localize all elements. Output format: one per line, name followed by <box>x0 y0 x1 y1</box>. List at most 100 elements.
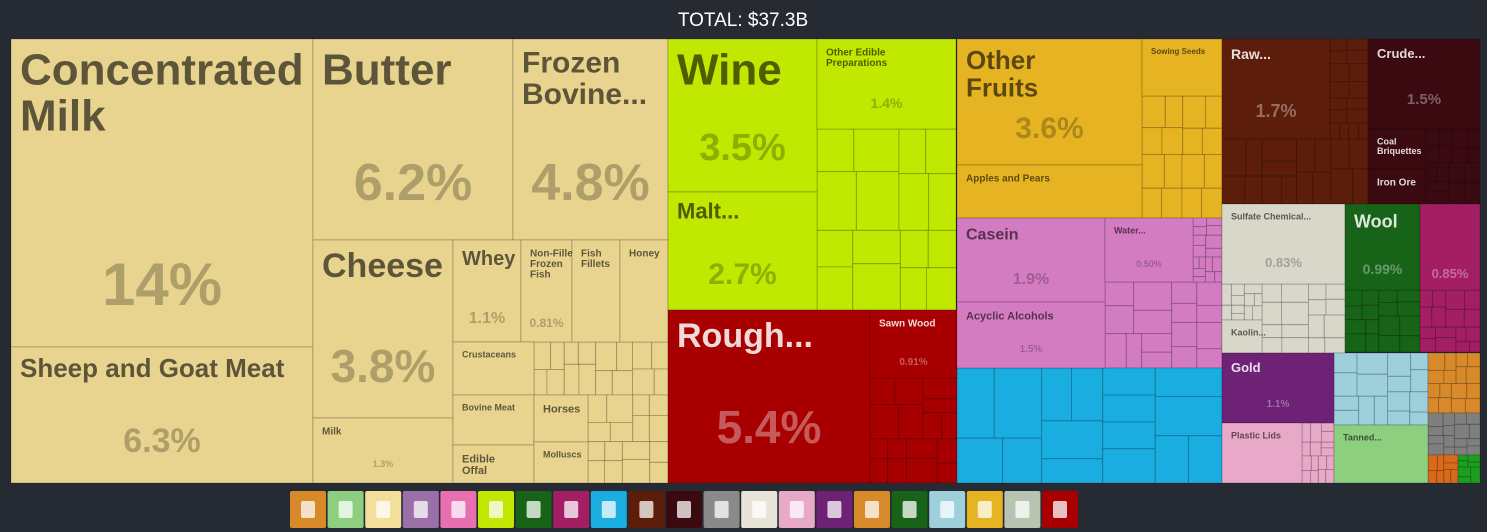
minor-tile <box>899 267 928 311</box>
tile-value-label: 0.91% <box>899 357 927 368</box>
minor-tile <box>1196 304 1223 323</box>
minor-tile <box>1431 306 1447 328</box>
tile-value-label: 6.2% <box>354 154 473 212</box>
minor-tile <box>1466 438 1481 447</box>
tile-value-label: 1.5% <box>1020 344 1043 355</box>
minor-tile <box>1231 313 1245 321</box>
minor-tile <box>1281 175 1297 205</box>
minor-tile <box>1309 470 1319 484</box>
minor-tile <box>1201 187 1223 219</box>
minor-tile <box>1261 175 1283 205</box>
minor-tile <box>1301 441 1311 457</box>
minor-tile <box>1154 435 1190 484</box>
minor-tile <box>1451 128 1470 149</box>
minor-tile <box>1467 461 1481 468</box>
minor-tile <box>1409 391 1429 413</box>
tile <box>619 239 669 343</box>
minor-tile <box>611 370 634 396</box>
tile-label: Honey <box>629 249 660 260</box>
minor-tile <box>1455 341 1471 353</box>
minor-tile <box>1419 289 1434 308</box>
minor-tile <box>1329 38 1348 52</box>
minor-tile <box>1455 352 1469 368</box>
minor-tile <box>1445 308 1465 328</box>
tile <box>1221 319 1263 354</box>
tile-label: Sawn Wood <box>879 319 935 330</box>
minor-tile <box>1444 352 1457 371</box>
minor-tile <box>1427 369 1445 385</box>
category-icon-glyph <box>601 501 616 518</box>
minor-tile <box>1281 301 1309 326</box>
minor-tile <box>1231 304 1245 315</box>
tile <box>571 239 621 343</box>
minor-tile <box>1192 234 1207 246</box>
minor-tile <box>1396 301 1421 317</box>
minor-tile <box>578 363 597 396</box>
minor-tile <box>606 394 634 424</box>
tile <box>956 301 1106 369</box>
minor-tile <box>1438 397 1452 414</box>
tile <box>312 417 454 484</box>
category-icon-glyph <box>977 501 992 518</box>
minor-tile <box>587 394 608 424</box>
minor-tile <box>894 377 924 406</box>
minor-tile <box>1443 369 1457 385</box>
minor-tile <box>1365 333 1380 353</box>
tile <box>1367 128 1427 170</box>
minor-tile <box>1443 462 1459 471</box>
category-icon-glyph <box>564 501 579 518</box>
minor-tile <box>1434 337 1457 353</box>
minor-tile <box>1427 454 1438 472</box>
minor-tile <box>1281 324 1309 339</box>
category-icon-glyph <box>376 501 391 518</box>
minor-tile <box>1307 283 1327 301</box>
tile-label: Bovine Meat <box>462 403 515 413</box>
minor-tile <box>1436 162 1450 182</box>
minor-tile <box>1344 333 1367 353</box>
minor-tile <box>604 441 623 462</box>
minor-tile <box>928 173 957 231</box>
minor-tile <box>1333 372 1358 397</box>
minor-tile <box>1427 352 1446 371</box>
minor-tile <box>1333 395 1360 411</box>
minor-tile <box>1171 321 1198 348</box>
minor-tile <box>1133 281 1173 311</box>
minor-tile <box>1281 283 1309 303</box>
minor-tile <box>922 412 943 440</box>
tile-label: Malt... <box>677 199 739 224</box>
minor-tile <box>648 394 669 417</box>
minor-tile <box>1425 162 1438 182</box>
category-icon-glyph <box>677 501 691 518</box>
minor-tile <box>1141 154 1165 189</box>
minor-tile <box>922 398 958 414</box>
minor-tile <box>1467 147 1481 164</box>
minor-tile <box>653 368 669 396</box>
tile-label: Crude... <box>1377 46 1425 61</box>
minor-tile <box>1329 50 1348 65</box>
minor-tile <box>1455 326 1467 343</box>
tile <box>520 239 573 343</box>
minor-tile <box>1102 394 1156 423</box>
minor-tile <box>550 341 565 371</box>
category-icon-glyph <box>338 501 353 518</box>
minor-tile <box>1399 335 1421 353</box>
minor-tile <box>1378 315 1401 336</box>
minor-tile <box>1439 383 1452 399</box>
tile-label: Edible Offal <box>462 453 495 477</box>
minor-tile <box>1329 109 1348 124</box>
minor-tile <box>1243 305 1253 321</box>
minor-tile <box>1211 256 1223 273</box>
minor-tile <box>1344 319 1367 335</box>
minor-tile <box>1465 326 1481 343</box>
minor-tile <box>1325 469 1335 484</box>
minor-tile <box>1468 423 1481 440</box>
minor-tile <box>1348 138 1369 170</box>
minor-tile <box>941 412 958 440</box>
minor-tile <box>1171 302 1198 323</box>
minor-tile <box>1344 305 1363 321</box>
minor-tile <box>1154 395 1223 437</box>
minor-tile <box>563 341 579 365</box>
minor-tile <box>1324 337 1346 354</box>
tile-label: Other Edible Preparations <box>826 48 888 70</box>
minor-tile <box>1378 289 1398 303</box>
